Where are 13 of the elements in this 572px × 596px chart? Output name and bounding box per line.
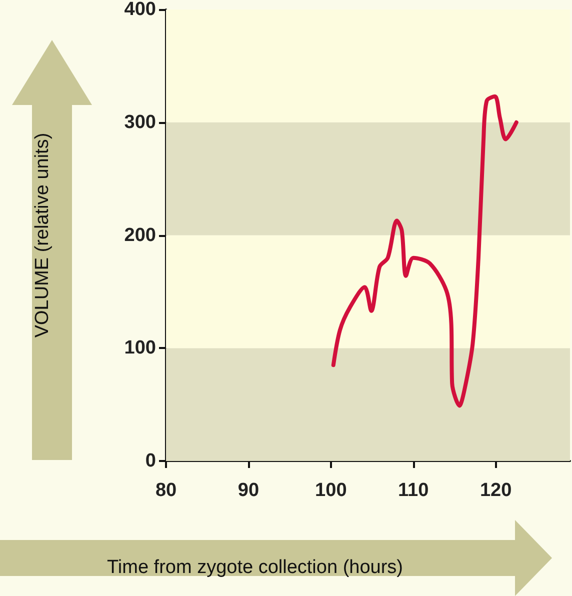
y-tick-label: 400	[124, 0, 156, 20]
y-tick-label: 0	[145, 450, 156, 472]
y-tick-label: 100	[124, 338, 156, 359]
x-tick-label: 80	[155, 480, 177, 501]
x-axis-title: Time from zygote collection (hours)	[106, 557, 404, 578]
y-axis-title: VOLUME (relative units)	[32, 132, 53, 338]
x-tick-label: 110	[398, 480, 429, 501]
y-tick-label: 200	[124, 224, 156, 246]
x-tick-label: 90	[238, 480, 260, 501]
x-tick-label: 100	[315, 480, 347, 501]
x-tick-label: 120	[480, 480, 512, 501]
line-series	[331, 94, 518, 408]
y-tick-label: 300	[124, 112, 156, 133]
